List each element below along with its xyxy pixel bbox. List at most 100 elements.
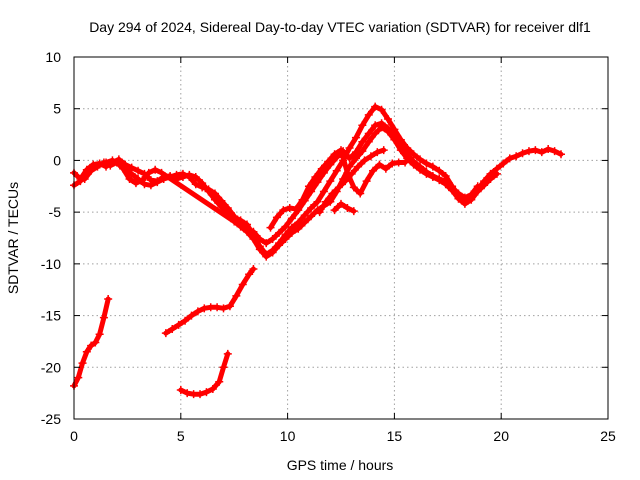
series-track-5: [315, 146, 388, 217]
data-point: [328, 189, 337, 198]
data-point: [358, 121, 367, 130]
data-point: [249, 265, 258, 274]
data-point: [416, 165, 425, 174]
data-point: [275, 228, 284, 237]
data-point: [213, 303, 222, 312]
data-point: [351, 133, 360, 142]
data-point: [232, 291, 241, 300]
data-point: [337, 146, 345, 155]
data-point: [345, 144, 354, 153]
data-point: [307, 204, 316, 213]
data-point: [219, 304, 228, 313]
data-point: [78, 359, 87, 368]
data-point: [144, 168, 153, 177]
data-point: [531, 146, 540, 155]
data-point: [373, 148, 382, 157]
data-point: [369, 166, 378, 175]
data-point: [313, 197, 322, 206]
data-point: [337, 199, 345, 208]
series-line: [332, 201, 357, 214]
data-point: [467, 195, 476, 204]
data-point: [238, 280, 247, 289]
data-point: [275, 241, 284, 250]
data-point: [183, 389, 192, 398]
y-tick-label: -15: [41, 308, 61, 324]
data-point: [74, 373, 83, 382]
x-tick-label: 15: [387, 428, 403, 444]
x-tick-label: 5: [177, 428, 185, 444]
series-track-7: [70, 295, 113, 390]
data-point: [236, 222, 245, 231]
data-point: [223, 204, 232, 213]
data-point: [245, 270, 254, 279]
data-point: [223, 349, 232, 358]
data-point: [317, 164, 326, 173]
data-point: [505, 154, 514, 163]
data-point: [324, 157, 333, 166]
data-point: [87, 341, 96, 350]
data-point: [292, 205, 301, 214]
data-point: [125, 175, 134, 184]
series-track-8: [161, 265, 258, 338]
data-point: [486, 175, 495, 184]
data-point: [518, 149, 527, 158]
data-point: [454, 194, 463, 203]
data-point: [210, 189, 219, 198]
data-point: [80, 175, 89, 184]
data-point: [153, 178, 162, 187]
plot-frame: [73, 56, 609, 420]
data-point: [422, 159, 431, 168]
data-point: [294, 224, 303, 233]
data-point: [99, 158, 108, 167]
data-point: [537, 148, 546, 157]
data-point: [87, 166, 96, 175]
data-point: [138, 176, 147, 185]
data-point: [151, 165, 160, 174]
grid-lines: [74, 57, 608, 419]
data-point: [181, 316, 190, 325]
data-point: [281, 235, 290, 244]
data-point: [330, 206, 339, 215]
data-point: [364, 110, 373, 119]
series-track-4: [266, 146, 410, 232]
y-tick-label: -5: [49, 204, 62, 220]
data-point: [381, 164, 390, 173]
y-tick-label: -25: [41, 411, 61, 427]
data-point: [360, 156, 369, 165]
data-point: [332, 166, 341, 175]
data-point: [396, 146, 405, 155]
data-point: [349, 207, 358, 216]
data-point: [91, 338, 100, 347]
data-point: [473, 187, 482, 196]
data-point: [172, 170, 181, 179]
data-point: [351, 154, 360, 163]
data-point: [441, 180, 450, 189]
data-point: [544, 145, 553, 154]
data-point: [371, 121, 380, 130]
data-point: [76, 177, 85, 186]
x-axis-ticks: 0 5 10 15 20 25: [70, 57, 616, 444]
data-point: [371, 102, 380, 111]
series-track-3: [80, 123, 501, 261]
series-track-6: [330, 199, 358, 216]
series-line: [178, 351, 231, 397]
data-point: [366, 152, 375, 161]
data-point: [356, 189, 365, 198]
y-tick-label: -20: [41, 359, 61, 375]
data-point: [196, 390, 205, 399]
data-point: [178, 169, 187, 178]
data-point: [492, 169, 501, 178]
data-point: [304, 182, 313, 191]
data-point: [401, 158, 410, 167]
data-point: [422, 169, 431, 178]
data-point: [409, 160, 418, 169]
data-point: [300, 218, 309, 227]
data-point: [281, 222, 290, 231]
data-point: [512, 152, 521, 161]
data-point: [311, 172, 320, 181]
data-point: [168, 325, 177, 334]
data-point: [499, 159, 508, 168]
data-point: [388, 159, 397, 168]
series-track-9: [176, 349, 232, 399]
